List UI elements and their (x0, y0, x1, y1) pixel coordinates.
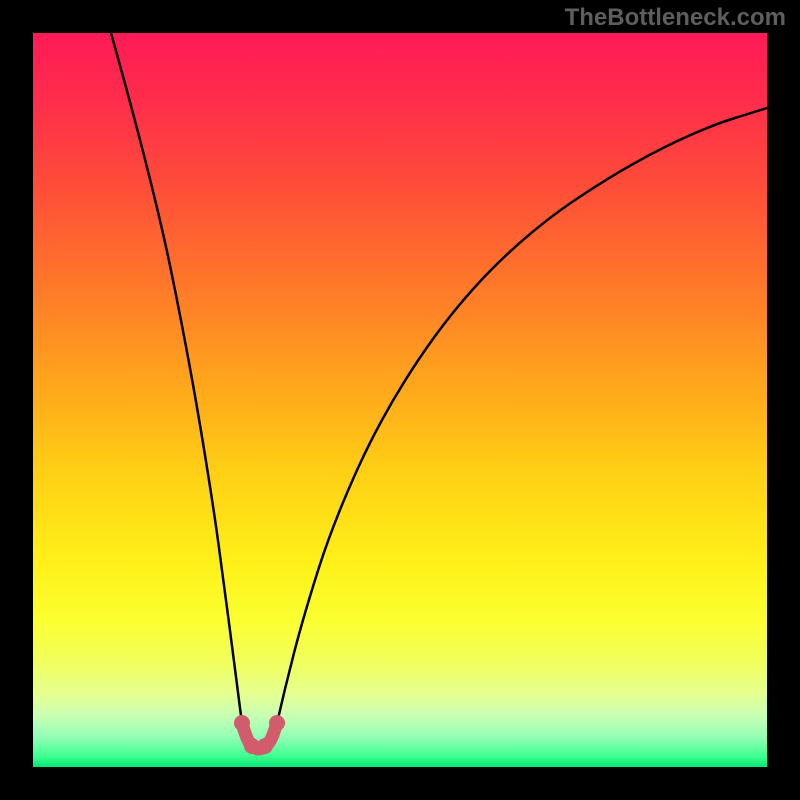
joint-dot (234, 715, 250, 731)
chart-frame: TheBottleneck.com (0, 0, 800, 800)
chart-svg (33, 33, 767, 767)
joint-dot (269, 715, 285, 731)
watermark-text: TheBottleneck.com (565, 4, 786, 32)
joint-dot (257, 738, 273, 754)
gradient-background (33, 33, 767, 767)
plot-area (33, 33, 767, 767)
